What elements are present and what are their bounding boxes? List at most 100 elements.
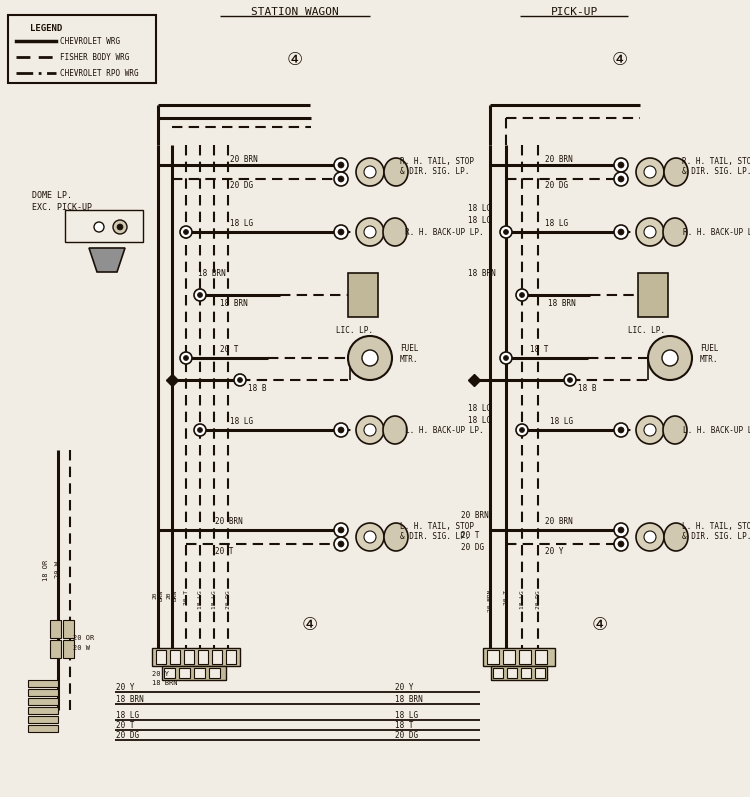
Bar xyxy=(507,668,517,678)
Bar xyxy=(521,668,531,678)
Circle shape xyxy=(113,220,127,234)
Text: 18 LG: 18 LG xyxy=(468,403,491,413)
Bar xyxy=(209,668,220,678)
Text: 20 DG: 20 DG xyxy=(116,732,140,740)
Bar xyxy=(28,689,58,696)
Circle shape xyxy=(618,162,624,168)
Circle shape xyxy=(356,416,384,444)
Bar xyxy=(28,725,58,732)
Text: 20
BRN: 20 BRN xyxy=(166,590,178,601)
Text: 18 LG: 18 LG xyxy=(468,415,491,425)
Text: 18 B: 18 B xyxy=(248,383,266,392)
Circle shape xyxy=(516,289,528,301)
Circle shape xyxy=(618,527,624,533)
Text: L. H. TAIL, STOP
& DIR. SIG. LP.: L. H. TAIL, STOP & DIR. SIG. LP. xyxy=(400,522,474,541)
Circle shape xyxy=(238,378,242,383)
Text: 20 DG: 20 DG xyxy=(226,590,230,609)
Ellipse shape xyxy=(664,523,688,551)
Circle shape xyxy=(348,336,392,380)
Text: 20 OR: 20 OR xyxy=(73,635,94,641)
Bar xyxy=(226,650,236,664)
Text: 18 LG: 18 LG xyxy=(230,417,253,426)
Bar xyxy=(164,668,175,678)
Circle shape xyxy=(362,350,378,366)
Bar xyxy=(156,650,166,664)
Circle shape xyxy=(614,172,628,186)
Text: 18 T: 18 T xyxy=(395,721,413,731)
Circle shape xyxy=(194,424,206,436)
Text: 18 LG: 18 LG xyxy=(468,215,491,225)
Text: FUEL
MTR.: FUEL MTR. xyxy=(700,344,718,363)
Circle shape xyxy=(197,427,202,433)
Text: ④: ④ xyxy=(302,616,318,634)
Circle shape xyxy=(662,350,678,366)
Text: 20 BRN: 20 BRN xyxy=(488,590,493,613)
Text: L. H. BACK-UP LP.: L. H. BACK-UP LP. xyxy=(405,426,484,434)
Text: 20 BRN: 20 BRN xyxy=(545,517,573,527)
Text: 20 BRN: 20 BRN xyxy=(215,517,243,527)
Text: DOME LP.: DOME LP. xyxy=(32,190,72,199)
Text: R. H. TAIL, STOP
& DIR. SIG. LP.: R. H. TAIL, STOP & DIR. SIG. LP. xyxy=(400,157,474,176)
Circle shape xyxy=(356,158,384,186)
Circle shape xyxy=(364,424,376,436)
Bar xyxy=(28,707,58,714)
Text: LEGEND: LEGEND xyxy=(30,23,62,33)
Text: FUEL
MTR.: FUEL MTR. xyxy=(400,344,418,363)
Circle shape xyxy=(520,292,524,297)
Text: 20 DG: 20 DG xyxy=(230,180,253,190)
Text: L. H. TAIL, STOP
& DIR. SIG. LP.: L. H. TAIL, STOP & DIR. SIG. LP. xyxy=(682,522,750,541)
Circle shape xyxy=(364,531,376,543)
Text: 20 Y: 20 Y xyxy=(395,684,413,693)
Circle shape xyxy=(234,374,246,386)
Bar xyxy=(184,650,194,664)
Bar xyxy=(179,668,190,678)
Text: 18 LG: 18 LG xyxy=(116,712,140,720)
Text: 18 BRN: 18 BRN xyxy=(468,269,496,277)
Circle shape xyxy=(117,224,123,230)
Circle shape xyxy=(644,226,656,238)
Ellipse shape xyxy=(384,523,408,551)
Circle shape xyxy=(338,176,344,182)
Circle shape xyxy=(644,531,656,543)
Circle shape xyxy=(568,378,572,383)
Bar xyxy=(194,668,205,678)
Text: 20
BRN: 20 BRN xyxy=(152,590,164,601)
Bar xyxy=(212,650,222,664)
Text: 18 LG: 18 LG xyxy=(230,218,253,227)
Text: 18 LG: 18 LG xyxy=(197,590,202,609)
Circle shape xyxy=(648,336,692,380)
Circle shape xyxy=(356,523,384,551)
Circle shape xyxy=(180,226,192,238)
Bar xyxy=(65,210,143,242)
Ellipse shape xyxy=(663,416,687,444)
Circle shape xyxy=(338,427,344,433)
Circle shape xyxy=(334,523,348,537)
Bar xyxy=(8,15,156,83)
Circle shape xyxy=(516,424,528,436)
Text: 20 BRN: 20 BRN xyxy=(545,155,573,163)
Bar xyxy=(519,650,531,664)
Circle shape xyxy=(618,541,624,547)
Ellipse shape xyxy=(383,218,407,246)
Circle shape xyxy=(338,162,344,168)
Bar xyxy=(348,273,378,317)
Circle shape xyxy=(520,427,524,433)
Circle shape xyxy=(618,229,624,235)
Circle shape xyxy=(644,424,656,436)
Bar xyxy=(483,648,555,666)
Text: R. H. BACK-UP LI.: R. H. BACK-UP LI. xyxy=(683,227,750,237)
Text: 18 BRN: 18 BRN xyxy=(152,680,178,686)
Ellipse shape xyxy=(383,416,407,444)
Text: FISHER BODY WRG: FISHER BODY WRG xyxy=(60,53,129,61)
Polygon shape xyxy=(89,248,125,272)
Text: EXC. PICK-UP: EXC. PICK-UP xyxy=(32,202,92,211)
Bar xyxy=(50,620,61,638)
Circle shape xyxy=(197,292,202,297)
Circle shape xyxy=(364,166,376,178)
Circle shape xyxy=(644,166,656,178)
Circle shape xyxy=(636,218,664,246)
Circle shape xyxy=(614,158,628,172)
Circle shape xyxy=(500,352,512,364)
Circle shape xyxy=(614,523,628,537)
Text: 18 BRN: 18 BRN xyxy=(548,299,576,308)
